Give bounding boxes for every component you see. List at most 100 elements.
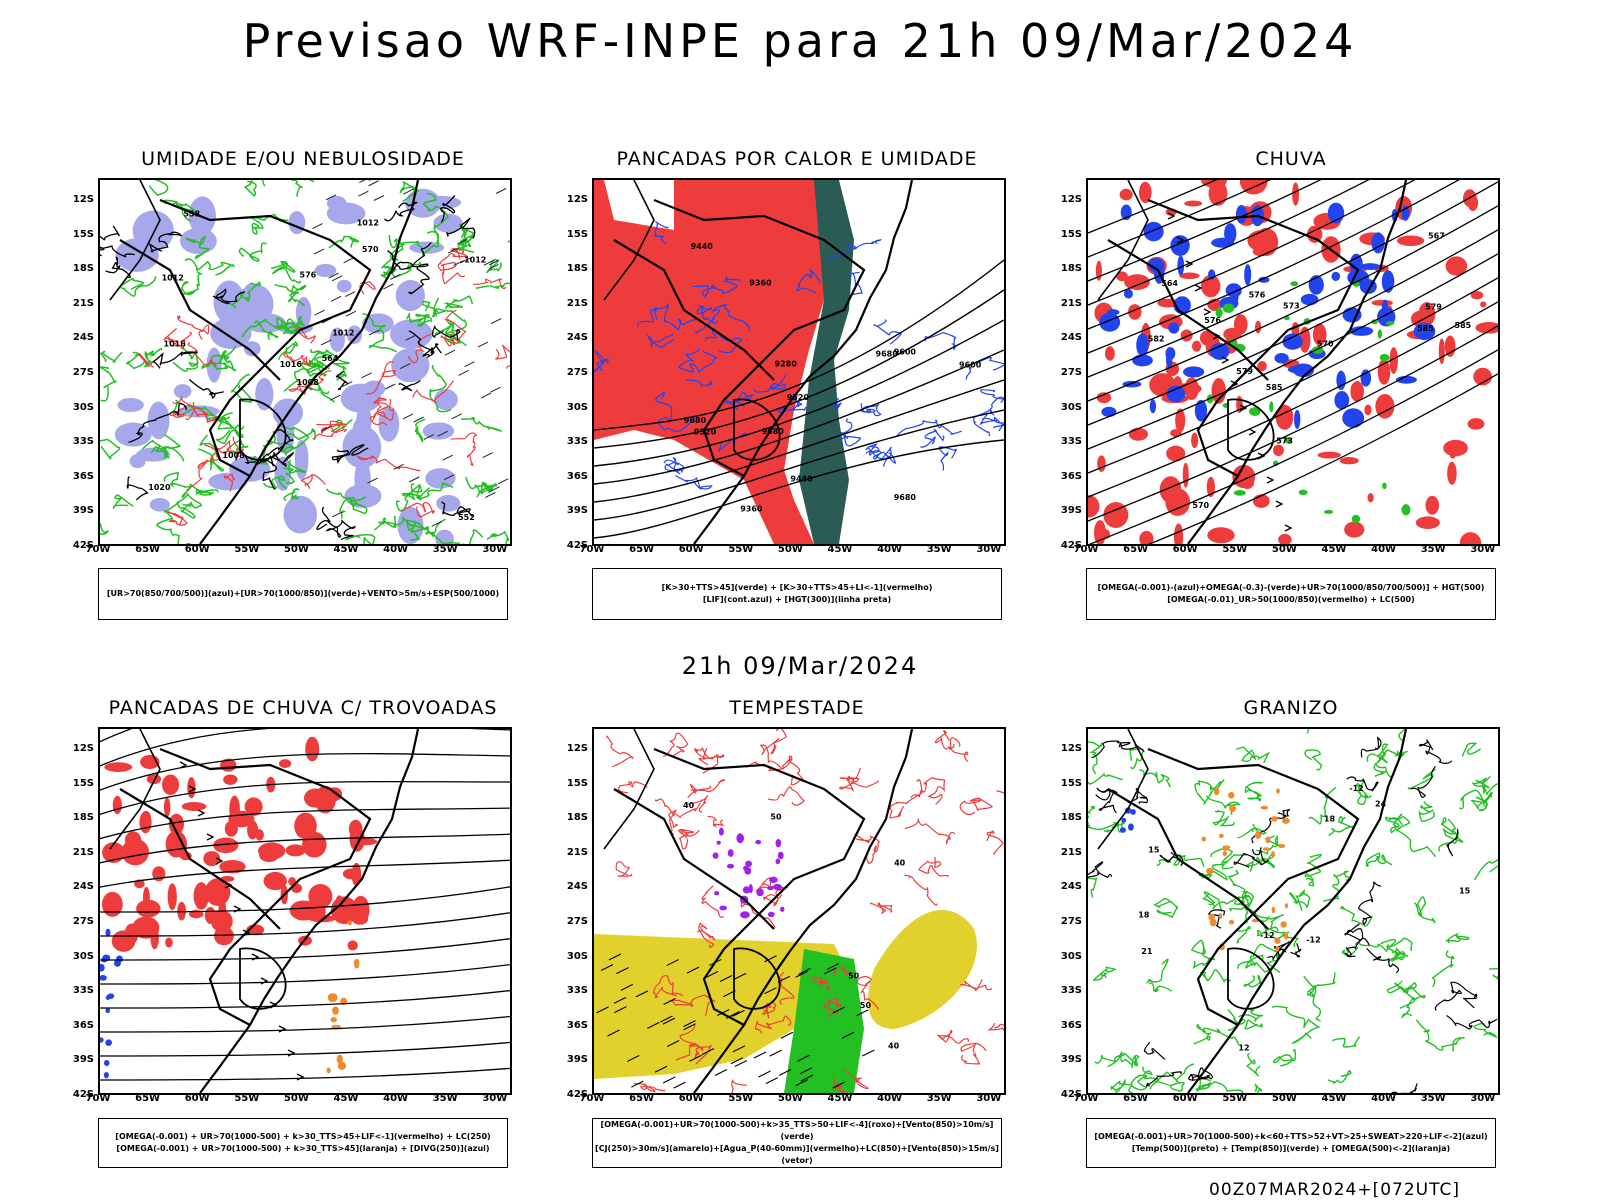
contour-label: 1012 — [357, 218, 379, 227]
longitude-label: 70W — [579, 544, 605, 555]
coastline-borders — [1097, 729, 1408, 1093]
contour-label: 585 — [1455, 321, 1472, 330]
latitude-label: 12S — [1060, 194, 1082, 205]
rain-omega-blue — [1099, 202, 1436, 429]
latitude-label: 36S — [566, 1019, 588, 1031]
longitude-label: 65W — [629, 1093, 655, 1104]
contour-label: 1016 — [164, 340, 187, 349]
latitude-label: 39S — [566, 1054, 588, 1066]
contour-label: -12 — [1306, 935, 1320, 944]
contour-label: 9440 — [790, 474, 813, 483]
contour-label: 585 — [1417, 324, 1434, 333]
latitude-label: 42S — [566, 1089, 588, 1100]
longitude-label: 55W — [234, 1093, 260, 1104]
wind-vectors — [312, 180, 509, 527]
latitude-label: 42S — [1060, 1089, 1082, 1100]
latitude-label: 30S — [1060, 401, 1082, 413]
latitude-label: 30S — [566, 401, 588, 413]
longitude-label: 40W — [1371, 544, 1397, 555]
map-granizo: -12 -12 15 18 21 24 18 15 12 -12 — [1086, 727, 1500, 1095]
latitude-label: 18S — [1060, 812, 1082, 824]
instability-area-red — [594, 180, 834, 544]
contour-label: 1012 — [332, 329, 354, 338]
legend-line: [OMEGA(-0.001)+UR>70(1000-500)+k>35_TTS>… — [600, 1120, 994, 1141]
panel-title-umidade: UMIDADE E/OU NEBULOSIDADE — [141, 148, 465, 170]
latitude-label: 39S — [72, 505, 94, 517]
run-timestamp: 00Z07MAR2024+[072UTC] — [1209, 1180, 1460, 1200]
latitude-label: 21S — [1060, 846, 1082, 858]
latitude-label: 42S — [72, 540, 94, 551]
latitude-label: 33S — [72, 985, 94, 997]
longitude-label: 30W — [976, 544, 1002, 555]
contour-label: 1008 — [222, 451, 245, 460]
forecast-time-label: 21h 09/Mar/2024 — [681, 652, 919, 680]
latitude-label: 27S — [1060, 916, 1082, 927]
coastline-borders — [603, 729, 914, 1093]
contour-label: 40 — [888, 1041, 900, 1050]
latitude-label: 27S — [1060, 367, 1082, 378]
longitude-label: 70W — [1073, 544, 1099, 555]
contour-label: 40 — [683, 801, 695, 810]
contour-label: 9600 — [959, 360, 982, 369]
latitude-label: 15S — [566, 228, 588, 240]
legend-line: [OMEGA(-0.001) + UR>70(1000-500) + k>30_… — [115, 1132, 491, 1141]
latitude-label: 27S — [72, 367, 94, 378]
panel-title-chuva: CHUVA — [1255, 148, 1327, 170]
longitude-label: 70W — [579, 1093, 605, 1104]
longitude-label: 30W — [482, 544, 508, 555]
latitude-label: 33S — [1060, 985, 1082, 997]
legend-pancadas-trovoadas: [OMEGA(-0.001) + UR>70(1000-500) + k>30_… — [98, 1118, 508, 1168]
latitude-label: 24S — [566, 332, 588, 344]
coastline-borders — [109, 180, 420, 544]
contour-label: 9520 — [694, 428, 717, 437]
panel-title-pancadas-calor: PANCADAS POR CALOR E UMIDADE — [616, 148, 978, 170]
longitude-label: 65W — [1123, 544, 1149, 555]
contour-label: 9680 — [894, 493, 917, 502]
latitude-label: 39S — [72, 1054, 94, 1066]
latitude-label: 24S — [1060, 881, 1082, 893]
contour-label: 9360 — [740, 505, 763, 514]
coastline-borders — [1097, 180, 1408, 544]
hail-area-blue — [1119, 807, 1136, 833]
longitude-label: 70W — [85, 544, 111, 555]
longitude-label: 55W — [728, 1093, 754, 1104]
map-chuva: 585 585 582 579 576 573 570 567 564 579 576 573 570 5… — [1086, 178, 1500, 546]
latitude-label: 15S — [1060, 777, 1082, 789]
legend-granizo: [OMEGA(-0.001)+UR>70(1000-500)+k<60+TTS>… — [1086, 1118, 1496, 1168]
latitude-label: 30S — [72, 401, 94, 413]
latitude-label: 21S — [566, 297, 588, 309]
contour-label: 573 — [1283, 301, 1300, 310]
contour-label: 40 — [894, 858, 906, 867]
longitude-label: 50W — [777, 544, 803, 555]
latitude-label: 15S — [72, 777, 94, 789]
legend-line: [OMEGA(-0.001)+UR>70(1000-500)+k<60+TTS>… — [1094, 1132, 1488, 1141]
contour-label: 579 — [1236, 367, 1253, 376]
longitude-label: 55W — [1222, 1093, 1248, 1104]
latitude-label: 24S — [566, 881, 588, 893]
contour-label: 9520 — [787, 393, 810, 402]
longitude-label: 45W — [827, 1093, 853, 1104]
contour-label: 573 — [1276, 437, 1293, 446]
latitude-label: 30S — [566, 950, 588, 962]
longitude-label: 50W — [1271, 1093, 1297, 1104]
pressure-isobars — [100, 194, 476, 541]
contour-label: 9360 — [749, 279, 772, 288]
longitude-label: 70W — [85, 1093, 111, 1104]
contour-label: 9680 — [684, 416, 707, 425]
latitude-label: 30S — [72, 950, 94, 962]
latitude-label: 12S — [566, 743, 588, 754]
legend-line: [Temp(500)](preto) + [Temp(850)](verde) … — [1131, 1144, 1451, 1153]
jet-core-yellow-east — [868, 909, 977, 1029]
contour-label: 50 — [770, 813, 782, 822]
contour-label: 15 — [1148, 846, 1160, 855]
latitude-label: 24S — [1060, 332, 1082, 344]
longitude-label: 45W — [827, 544, 853, 555]
hgt300-contours — [594, 259, 1004, 539]
legend-line: [OMEGA(-0.01)_UR>50(1000/850)(vermelho) … — [1167, 595, 1415, 604]
contour-label: 18 — [1324, 815, 1336, 824]
contour-value-labels: 50 40 40 50 40 50 — [683, 801, 906, 1050]
contour-label: 552 — [458, 513, 475, 522]
contour-label: 1012 — [464, 255, 486, 264]
omega500-orange — [1201, 787, 1290, 952]
latitude-label: 33S — [1060, 436, 1082, 448]
